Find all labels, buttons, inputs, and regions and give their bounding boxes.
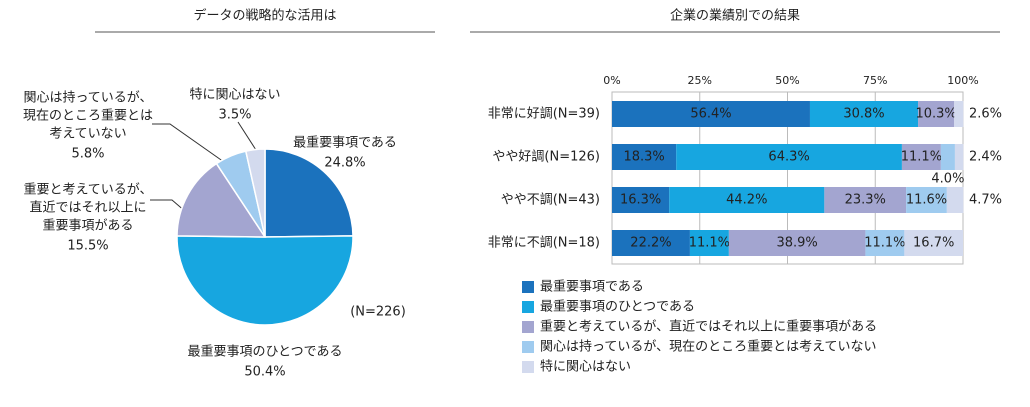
value-label: 56.4% <box>690 107 731 122</box>
x-tick-label: 100% <box>947 74 978 87</box>
slice-label: 特に関心はない <box>189 88 280 103</box>
pie-slice <box>176 162 267 238</box>
bar-segment <box>901 144 941 170</box>
value-label: 11.6% <box>906 193 947 208</box>
bar-segment <box>728 230 866 256</box>
legend-swatch <box>522 281 534 293</box>
x-tick-label: 50% <box>775 74 799 87</box>
value-label: 22.2% <box>630 236 671 251</box>
bar-segment <box>689 230 729 256</box>
x-tick-label: 25% <box>688 74 712 87</box>
legend-swatch <box>522 341 534 353</box>
pie-slice <box>176 235 354 326</box>
bar-title: 企業の業績別での結果 <box>670 8 800 24</box>
value-label: 4.7% <box>969 193 1002 208</box>
x-tick-label: 75% <box>863 74 887 87</box>
slice-label: 直近ではそれ以上に <box>29 201 146 216</box>
value-label: 44.2% <box>726 193 767 208</box>
legend-swatch <box>522 361 534 373</box>
category-label: やや不調(N=43) <box>501 193 600 208</box>
annotation: (N=226) <box>350 305 406 320</box>
slice-value: 15.5% <box>67 239 108 254</box>
bar-segment <box>946 187 964 213</box>
category-label: 非常に不調(N=18) <box>488 236 600 251</box>
bar-segment <box>824 187 907 213</box>
value-label: 11.1% <box>864 236 905 251</box>
bar-segment <box>612 101 810 127</box>
value-label: 23.3% <box>845 193 886 208</box>
bar-segment <box>906 187 947 213</box>
bar-segment <box>809 101 919 127</box>
bar-segment <box>612 230 690 256</box>
legend-swatch <box>522 321 534 333</box>
x-tick-label: 0% <box>603 74 620 87</box>
value-label: 64.3% <box>768 150 809 165</box>
slice-label: 最重要事項のひとつである <box>188 344 343 360</box>
value-label: 2.6% <box>969 107 1002 122</box>
category-label: 非常に好調(N=39) <box>488 107 600 122</box>
legend-label: 最重要事項のひとつである <box>540 299 695 315</box>
value-label: 38.9% <box>776 236 817 251</box>
value-label: 4.0% <box>931 172 964 187</box>
value-label: 16.7% <box>913 236 954 251</box>
category-label: やや好調(N=126) <box>492 150 600 165</box>
legend-label: 特に関心はない <box>540 360 631 375</box>
slice-label: 重要事項がある <box>42 218 133 234</box>
slice-value: 5.8% <box>71 147 104 162</box>
legend-label: 関心は持っているが、現在のところ重要とは考えていない <box>540 339 876 355</box>
pie-slice <box>244 148 266 238</box>
leader-line <box>237 121 257 151</box>
bar-segment <box>612 187 670 213</box>
slice-label: 現在のところ重要とは <box>23 108 153 124</box>
bar-segment <box>954 144 964 170</box>
slice-label: 関心は持っているが、 <box>23 91 152 106</box>
value-label: 30.8% <box>843 107 884 122</box>
value-label: 11.1% <box>689 236 730 251</box>
slice-value: 24.8% <box>324 156 365 171</box>
bar-segment <box>904 230 963 256</box>
legend-label: 重要と考えているが、直近ではそれ以上に重要事項がある <box>540 319 877 335</box>
leader-line <box>152 123 225 163</box>
legend-label: 最重要事項である <box>540 279 644 295</box>
value-label: 16.3% <box>620 193 661 208</box>
bar-segment <box>865 230 905 256</box>
legend-swatch <box>522 301 534 313</box>
value-label: 2.4% <box>969 150 1002 165</box>
slice-label: 重要と考えているが、 <box>23 182 152 198</box>
bar-segment <box>676 144 902 170</box>
pie-title: データの戦略的な活用は <box>193 8 336 24</box>
slice-value: 3.5% <box>218 108 251 123</box>
bar-segment <box>918 101 955 127</box>
slice-label: 最重要事項である <box>293 135 397 151</box>
value-label: 18.3% <box>623 150 664 165</box>
slice-value: 50.4% <box>244 365 285 380</box>
bar-segment <box>669 187 825 213</box>
slice-label: 考えていない <box>49 127 126 142</box>
value-label: 10.3% <box>915 107 956 122</box>
bar-segment <box>954 101 964 127</box>
pie-slice <box>264 148 354 238</box>
bar-segment <box>612 144 677 170</box>
value-label: 11.1% <box>901 150 942 165</box>
bar-segment <box>940 144 955 170</box>
